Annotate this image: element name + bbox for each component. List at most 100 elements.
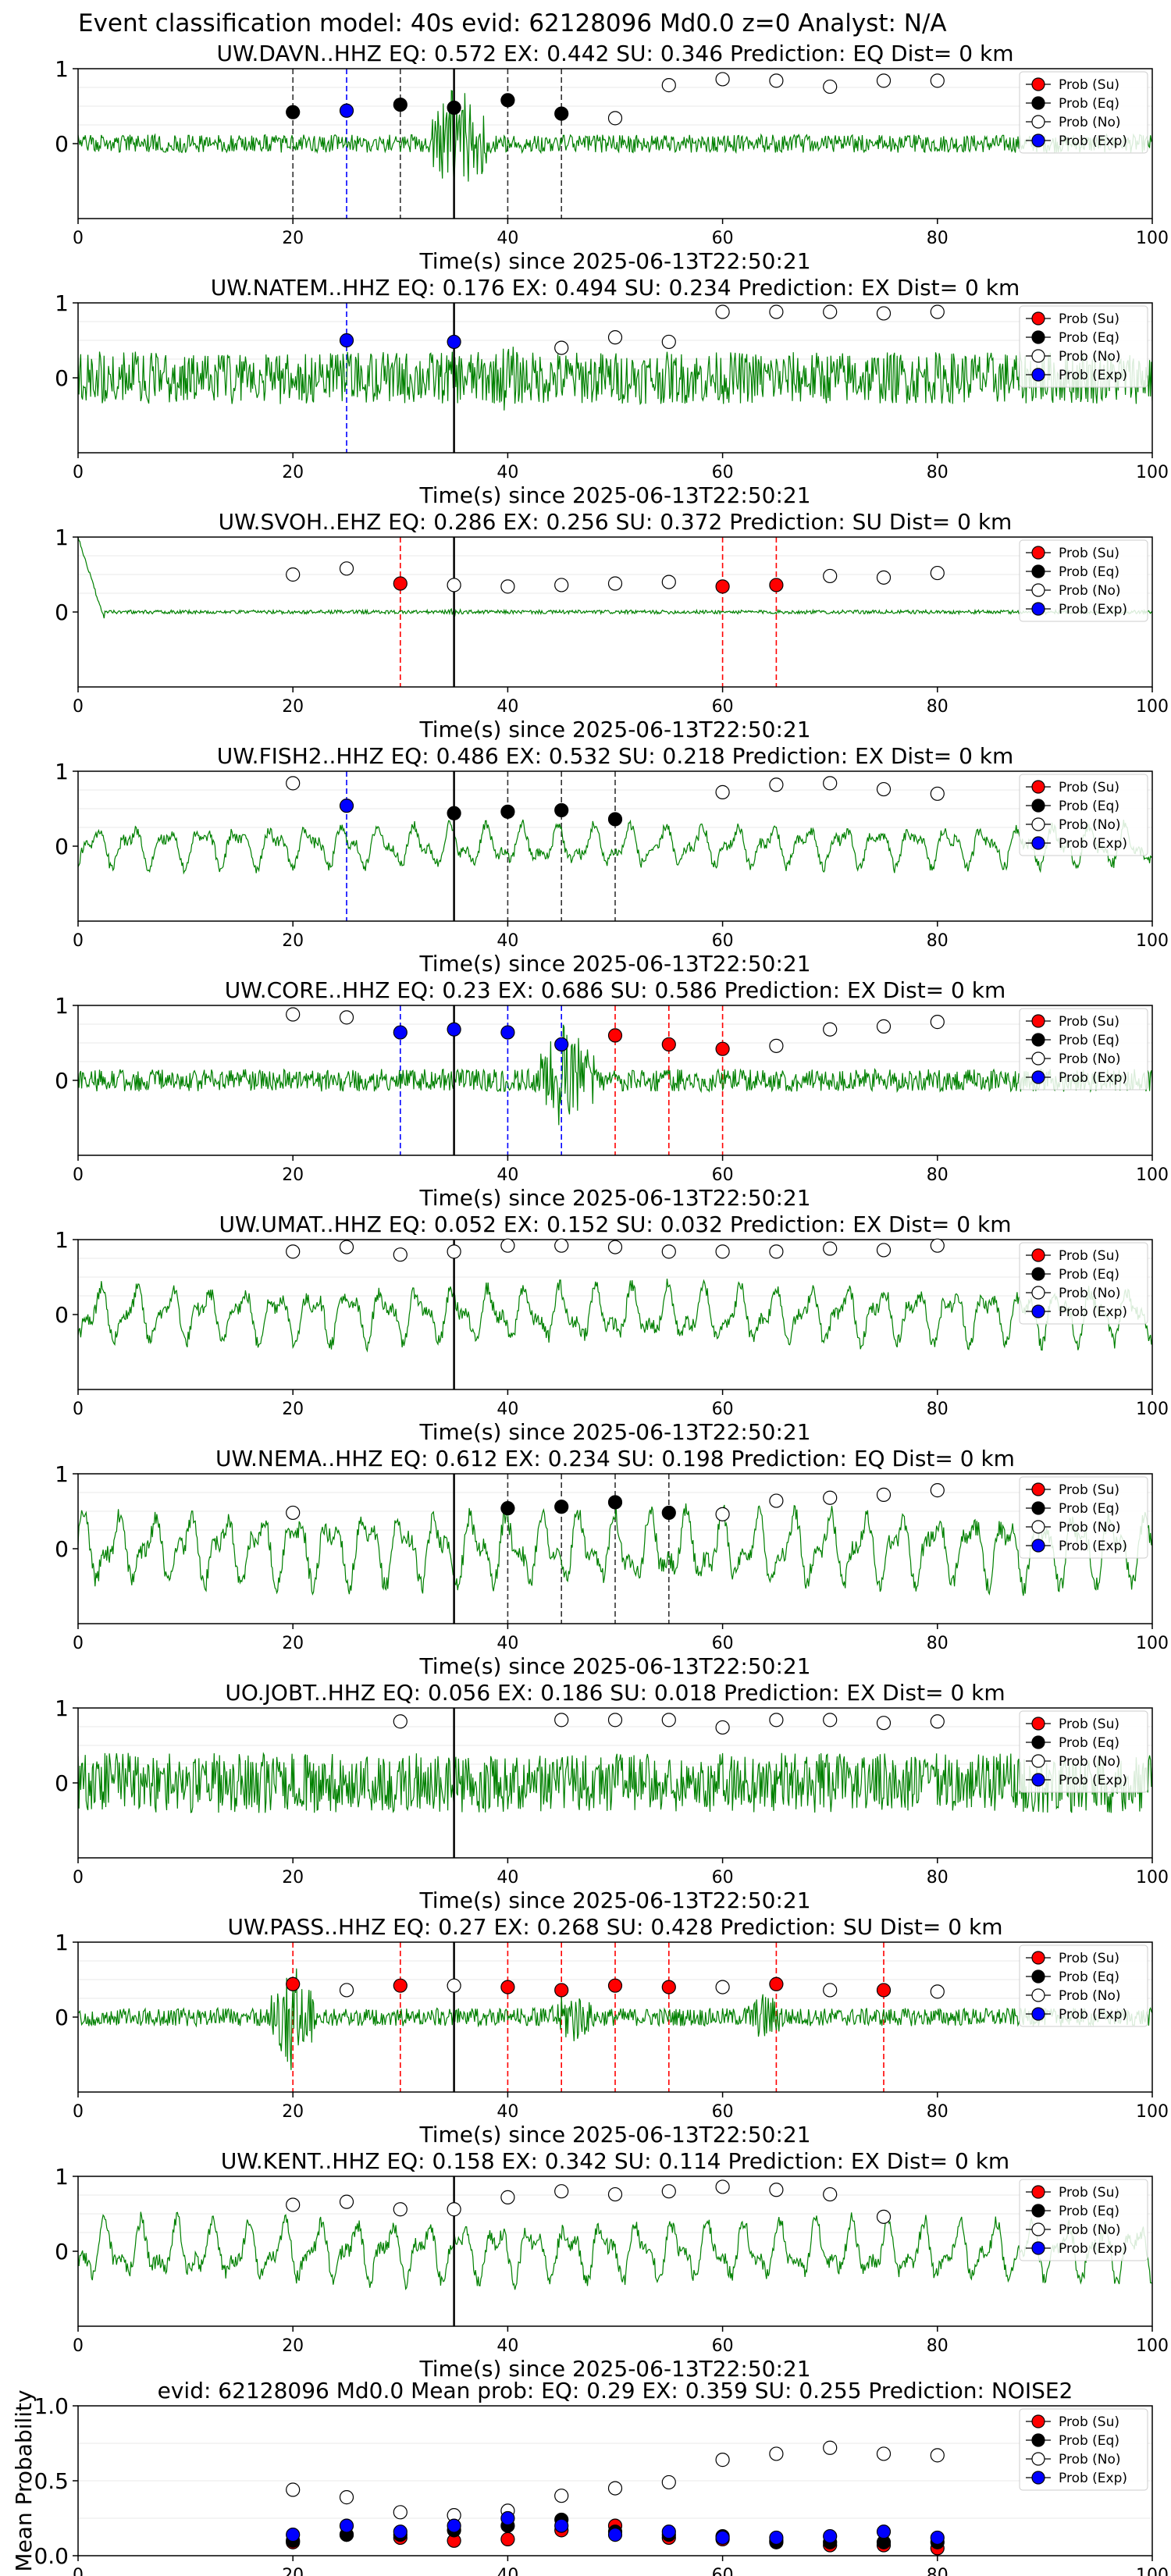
prob-marker-probno [876,306,892,321]
legend-marker [1031,2433,1045,2447]
prob-marker-probno [286,1244,301,1259]
legend-label: Prob (Su) [1059,2414,1119,2430]
prob-marker-probno [393,1714,408,1729]
prob-marker-probsu [607,1978,623,1993]
prob-marker-probno [876,2209,892,2224]
prob-marker-probsu [286,1976,301,1991]
prob-marker-probexp [339,2518,354,2533]
legend-box [1019,1710,1148,1793]
x-tick-label: 40 [497,229,518,248]
x-tick-label: 20 [282,1165,304,1185]
prob-marker-probno [554,1713,569,1727]
x-tick-label: 0 [73,229,84,248]
legend-label: Prob (Su) [1059,77,1119,93]
panels: UW.DAVN..HHZ EQ: 0.572 EX: 0.442 SU: 0.3… [11,41,1169,2576]
prob-marker-probsu [661,1037,676,1052]
legend-marker [1031,1520,1045,1534]
prob-marker-probno [823,304,838,319]
panel-6: UW.NEMA..HHZ EQ: 0.612 EX: 0.234 SU: 0.1… [55,1446,1169,1679]
prob-marker-probno [769,2183,784,2197]
legend-box [1019,1476,1148,1559]
legend-label: Prob (Exp) [1059,2471,1127,2486]
y-tick-label: 0 [55,131,69,157]
prob-marker-probno [823,79,838,94]
legend-marker [1031,311,1045,326]
legend-marker [1031,133,1045,148]
legend: Prob (Su) Prob (Eq) Prob (No) Prob (Exp) [1019,1710,1148,1793]
prob-marker-probno [607,2186,623,2202]
prob-marker-probno [339,1010,354,1025]
x-tick-label: 40 [497,697,518,717]
x-axis-label: Time(s) since 2025-06-13T22:50:21 [418,1185,810,1211]
prob-marker-probexp [393,2524,408,2539]
x-tick-label: 20 [282,463,304,482]
prob-marker-probno [823,776,838,791]
prob-marker-probno [715,2453,730,2467]
prob-marker-probno [715,1244,730,1259]
legend-marker [1031,2414,1045,2428]
legend-marker [1031,368,1045,382]
prob-marker-probno [607,2481,623,2496]
x-tick-label: 80 [927,1634,949,1653]
legend-label: Prob (Su) [1059,1482,1119,1498]
x-tick-label: 20 [282,229,304,248]
panel-4: UW.CORE..HHZ EQ: 0.23 EX: 0.686 SU: 0.58… [55,977,1169,1211]
prob-marker-probno [823,1983,838,1998]
prob-marker-probsu [769,1976,784,1991]
panel-title: UW.PASS..HHZ EQ: 0.27 EX: 0.268 SU: 0.42… [228,1914,1003,1940]
prob-marker-probno [876,2446,892,2461]
x-tick-label: 40 [497,1868,518,1888]
legend-label: Prob (No) [1059,1051,1121,1067]
x-tick-label: 0 [73,2566,84,2576]
prob-marker-probno [876,1716,892,1731]
x-tick-label: 0 [73,2336,84,2356]
legend-marker [1031,546,1045,560]
x-tick-label: 100 [1136,1165,1169,1185]
legend-marker [1031,1014,1045,1028]
x-tick-label: 60 [712,697,734,717]
legend-label: Prob (No) [1059,2452,1121,2467]
legend-marker [1031,349,1045,363]
legend-label: Prob (No) [1059,2222,1121,2238]
prob-marker-probsu [607,1028,623,1043]
y-tick-label: 1 [55,290,69,316]
x-tick-label: 0 [73,463,84,482]
panel-2: UW.SVOH..EHZ EQ: 0.286 EX: 0.256 SU: 0.3… [55,509,1169,742]
panel-8: UW.PASS..HHZ EQ: 0.27 EX: 0.268 SU: 0.42… [55,1914,1169,2147]
legend-marker [1031,1286,1045,1300]
prob-marker-probexp [607,2528,623,2542]
y-tick-label: 0 [55,2005,69,2030]
y-tick-label: 0.0 [34,2543,69,2569]
legend: Prob (Su) Prob (Eq) Prob (No) Prob (Exp) [1019,1476,1148,1559]
legend-label: Prob (Eq) [1059,330,1119,346]
waveform-trace [78,2211,1152,2291]
y-tick-label: 0 [55,600,69,625]
legend-marker [1031,2204,1045,2218]
prob-marker-probno [339,2490,354,2505]
legend-label: Prob (Exp) [1059,1539,1127,1554]
x-tick-label: 40 [497,1165,518,1185]
x-tick-label: 100 [1136,463,1169,482]
x-tick-label: 100 [1136,931,1169,951]
prob-marker-probexp [554,2518,569,2533]
x-tick-label: 20 [282,1868,304,1888]
x-tick-label: 100 [1136,1634,1169,1653]
legend-marker [1031,799,1045,813]
legend-label: Prob (No) [1059,1988,1121,2004]
x-tick-label: 20 [282,2102,304,2122]
prob-marker-probno [769,777,784,792]
prob-marker-probno [930,304,945,319]
y-tick-label: 1.0 [34,2393,69,2419]
prob-marker-probno [339,561,354,576]
prob-marker-probexp [447,334,461,350]
panel-title: UW.DAVN..HHZ EQ: 0.572 EX: 0.442 SU: 0.3… [217,41,1014,66]
prob-marker-probexp [393,1025,408,1040]
prob-marker-probeq [393,97,408,112]
prob-marker-probeq [447,806,461,820]
x-tick-label: 60 [712,463,734,482]
legend-label: Prob (Su) [1059,2185,1119,2201]
prob-marker-probno [876,1487,892,1502]
legend-marker [1031,1248,1045,1262]
legend-label: Prob (Exp) [1059,1773,1127,1788]
